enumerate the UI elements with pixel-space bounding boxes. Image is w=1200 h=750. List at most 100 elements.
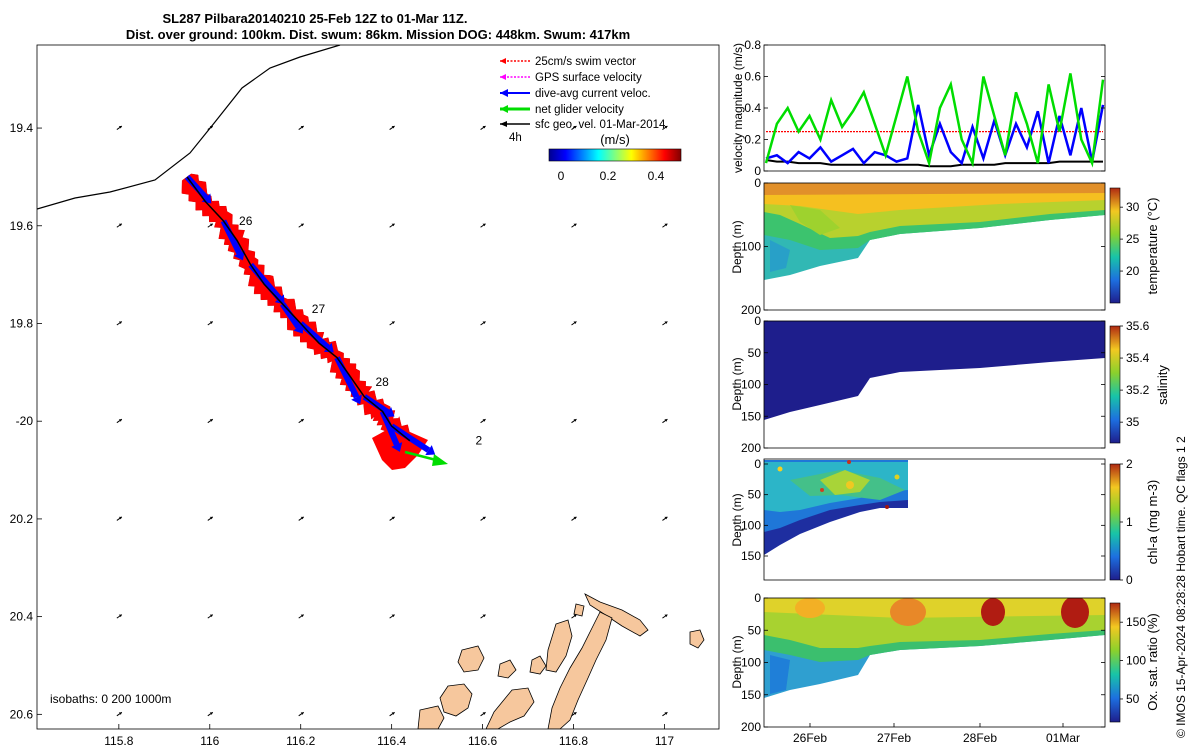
oxygen-panel: 0 50 100 150 200 26Feb 27Feb 28Feb 01Mar Depth … xyxy=(730,591,1160,745)
temperature-ylabel: Depth (m) xyxy=(730,220,744,273)
geo-arrow-head xyxy=(664,712,668,715)
chla-y-tick-label: 0 xyxy=(754,457,761,471)
geo-arrow-head xyxy=(482,223,486,227)
oxygen-y-tick-label: 100 xyxy=(741,656,761,670)
oxygen-x-tick-label: 27Feb xyxy=(877,731,911,745)
map-y-tick-label: 20.6 xyxy=(10,707,34,721)
map-y-tick-label: 19.6 xyxy=(10,219,34,233)
geo-arrow-head xyxy=(300,516,304,520)
oxygen-y-ticks: 0 50 100 150 200 xyxy=(741,591,1105,734)
chla-y-tick-label: 150 xyxy=(741,549,761,563)
map-x-tick-label: 116 xyxy=(200,734,219,748)
velocity-y-ticks: 0 0.2 0.4 0.6 0.8 xyxy=(744,38,1105,178)
oxygen-cb-ticks: 50 100 150 xyxy=(1120,615,1146,706)
geo-arrow-head xyxy=(300,419,304,422)
salinity-field xyxy=(764,321,1105,420)
salinity-y-tick-label: 50 xyxy=(748,346,762,360)
day-label-27: 27 xyxy=(312,302,326,316)
oxygen-y-tick-label: 200 xyxy=(741,720,761,734)
salinity-cb-tick-label: 35.6 xyxy=(1126,319,1150,333)
geo-arrow-head xyxy=(391,516,395,520)
geo-arrow-head xyxy=(664,419,668,422)
map-y-tick-label: -20 xyxy=(16,414,34,428)
velocity-series xyxy=(764,73,1105,168)
oxygen-cb-tick-label: 100 xyxy=(1126,654,1146,668)
geo-arrow-head xyxy=(573,419,577,422)
chla-cb-tick-label: 0 xyxy=(1126,573,1133,587)
geo-arrow-head xyxy=(573,126,577,129)
current-arrow-head xyxy=(425,445,436,456)
velocity-y-tick-label: 0.4 xyxy=(744,101,761,115)
chla-ylabel: Depth (m) xyxy=(730,493,744,546)
geo-arrow-head xyxy=(573,614,577,618)
chla-cb-tick-label: 2 xyxy=(1126,457,1133,471)
geo-arrow-head xyxy=(300,614,304,618)
geo-arrow-head xyxy=(118,321,122,324)
geo-arrow-head xyxy=(209,419,213,422)
temperature-y-ticks: 0 100 200 xyxy=(741,176,1105,317)
velocity-ylabel: velocity magnitude (m/s) xyxy=(731,43,745,173)
chla-y-tick-label: 100 xyxy=(741,518,761,532)
oxygen-cb-tick-label: 50 xyxy=(1126,692,1140,706)
map-x-tick-label: 116.8 xyxy=(559,734,588,748)
geo-arrow-head xyxy=(209,712,213,715)
geo-arrow-head xyxy=(482,321,486,324)
geo-arrow-head xyxy=(118,126,122,129)
map-x-tick-label: 116.2 xyxy=(286,734,315,748)
geo-arrow-head xyxy=(391,126,395,129)
velocity-panel: 0 0.2 0.4 0.6 0.8 velocity magnitude (m/s) xyxy=(731,38,1106,178)
geo-arrow-head xyxy=(482,126,486,129)
chla-panel: 0 50 100 150 Depth (m) 0 1 2 chl-a (mg m-3) xyxy=(730,457,1160,587)
chla-y-ticks: 0 50 100 150 xyxy=(741,457,1105,563)
day-label-28: 28 xyxy=(375,375,389,389)
oxygen-ylabel: Depth (m) xyxy=(730,635,744,688)
geo-arrow-head xyxy=(300,126,304,129)
oxygen-y-tick-label: 50 xyxy=(748,623,762,637)
salinity-panel: 0 50 100 150 200 Depth (m) 35 35.2 35.4 35.6 sa… xyxy=(730,314,1170,455)
current-arrow-head xyxy=(233,250,245,261)
geo-arrow-head xyxy=(209,126,213,129)
map-cb-tick-1: 0.2 xyxy=(600,169,617,183)
chla-y-tick-label: 50 xyxy=(748,488,762,502)
salinity-y-tick-label: 150 xyxy=(741,409,761,423)
geo-arrow-head xyxy=(664,614,668,618)
geo-arrow-head xyxy=(209,614,213,618)
oxygen-field xyxy=(764,598,1105,698)
salinity-ylabel: Depth (m) xyxy=(730,357,744,410)
geo-arrow-head xyxy=(482,712,486,715)
geo-arrow-head xyxy=(482,614,486,618)
salinity-cblabel: salinity xyxy=(1155,365,1170,405)
geo-arrow-head xyxy=(573,516,577,520)
legend-swim: 25cm/s swim vector xyxy=(535,56,636,68)
velocity-y-tick-label: 0 xyxy=(754,164,761,178)
map-x-tick-label: 117 xyxy=(655,734,674,748)
geo-arrow-head xyxy=(118,223,122,227)
geo-arrow-head xyxy=(573,712,577,715)
velocity-y-tick-label: 0.2 xyxy=(744,133,761,147)
map-cb-tick-2: 0.4 xyxy=(648,169,665,183)
map-y-tick-label: 20.4 xyxy=(10,610,34,624)
temperature-cb-tick-label: 30 xyxy=(1126,200,1140,214)
geo-arrow-head xyxy=(300,712,304,715)
islands xyxy=(417,593,705,729)
legend-4h: 4h xyxy=(509,132,522,144)
geo-arrow-head xyxy=(391,223,395,227)
net-velocity-arrow xyxy=(404,450,448,466)
chla-cb-ticks: 0 1 2 xyxy=(1120,457,1133,587)
map-x-tick-label: 116.6 xyxy=(468,734,497,748)
geo-arrow-head xyxy=(118,614,122,618)
map-panel: 26 27 28 2 115.8 116 116.2 116.4 116.6 116.8 1… xyxy=(10,44,720,748)
current-arrow-head xyxy=(391,442,403,452)
geo-arrow-head xyxy=(664,321,668,324)
geo-arrow-head xyxy=(664,126,668,129)
oxygen-x-tick-label: 28Feb xyxy=(963,731,997,745)
temperature-y-tick-label: 200 xyxy=(741,303,761,317)
temperature-y-tick-label: 0 xyxy=(754,176,761,190)
oxygen-x-tick-label: 01Mar xyxy=(1046,731,1080,745)
current-arrow xyxy=(379,410,400,446)
map-colorbar-label: (m/s) xyxy=(600,132,630,147)
salinity-y-tick-label: 200 xyxy=(741,441,761,455)
oxygen-x-tick-label: 26Feb xyxy=(793,731,827,745)
legend-net: net glider velocity xyxy=(535,104,624,116)
geo-velocity-arrows xyxy=(116,125,668,717)
